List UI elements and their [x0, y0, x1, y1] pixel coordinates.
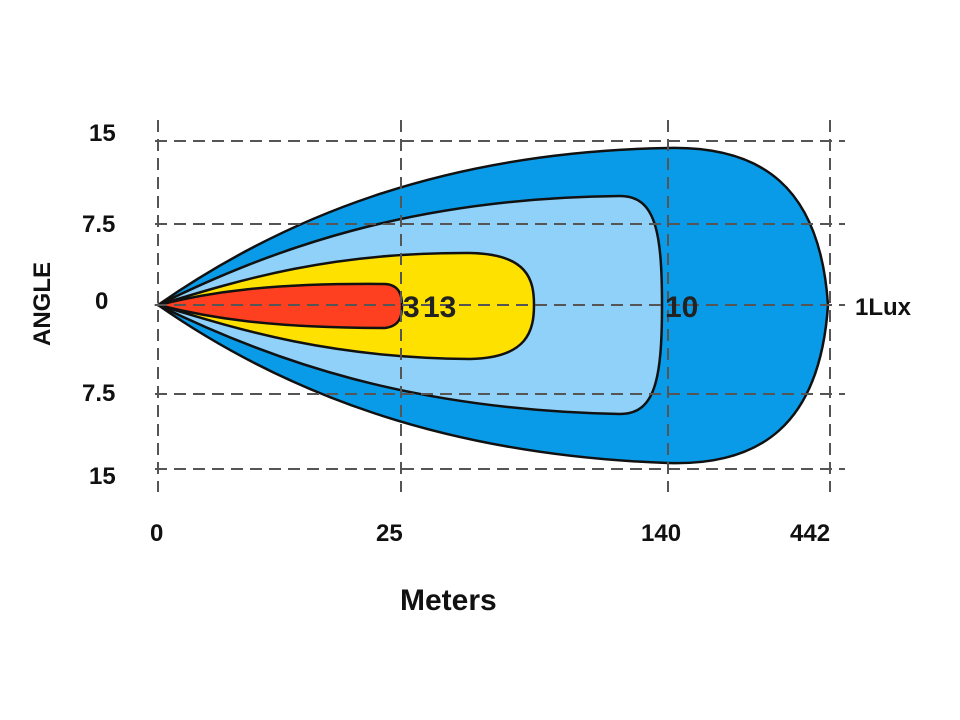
- zone-label-1lux: 1Lux: [855, 294, 912, 321]
- x-tick-label: 25: [376, 520, 403, 547]
- x-axis-title: Meters: [400, 584, 497, 617]
- y-tick-label: 0: [95, 288, 108, 315]
- x-tick-label: 0: [150, 520, 163, 547]
- y-tick-label: 15: [89, 463, 116, 490]
- x-tick-label: 442: [790, 520, 830, 547]
- grid: [155, 120, 845, 492]
- y-axis-title: ANGLE: [29, 262, 56, 346]
- x-tick-label: 140: [641, 520, 681, 547]
- zone-label-13: 13: [423, 291, 456, 324]
- zone-label-3: 3: [403, 291, 420, 324]
- zone-label-10: 10: [665, 291, 698, 324]
- y-tick-label: 7.5: [82, 380, 115, 407]
- y-tick-label: 7.5: [82, 211, 115, 238]
- y-tick-label: 15: [89, 120, 116, 147]
